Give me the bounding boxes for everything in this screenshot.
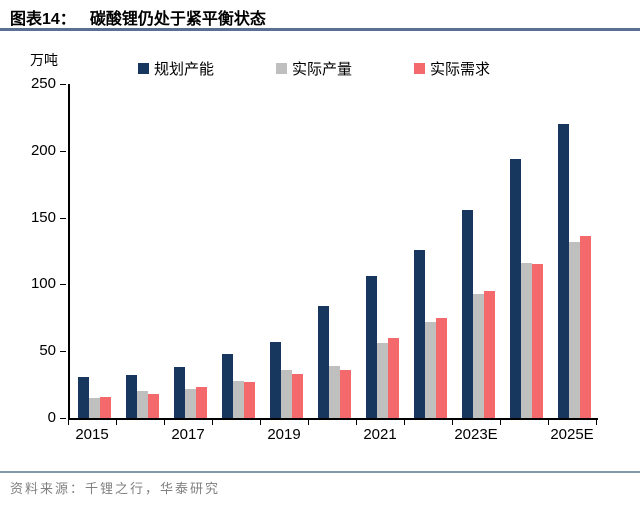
x-axis-tick-mark	[164, 419, 165, 425]
bar-实际需求-2017	[195, 387, 207, 418]
bar-group-2018	[214, 84, 262, 418]
bar-实际产量-2024E	[520, 263, 532, 418]
bar-规划产能-2020	[317, 305, 329, 418]
x-axis-tick-mark	[356, 419, 357, 425]
y-axis-tick-label: 100	[30, 275, 56, 293]
bar-实际需求-2018	[243, 381, 255, 418]
legend-item-actual-production: 实际产量	[276, 58, 352, 79]
bar-group-2021	[358, 84, 406, 418]
bar-实际产量-2016	[136, 391, 148, 418]
x-axis-tick-mark	[308, 419, 309, 425]
x-axis-tick-mark	[500, 419, 501, 425]
source-note: 资料来源：千锂之行，华泰研究	[10, 481, 221, 496]
bar-实际需求-2023E	[483, 291, 495, 418]
legend-label: 规划产能	[154, 62, 215, 78]
bar-规划产能-2017	[173, 367, 185, 418]
bar-group-2019	[262, 84, 310, 418]
legend-label: 实际需求	[430, 62, 491, 78]
bar-规划产能-2018	[221, 353, 233, 418]
x-axis-tick-label: 2015	[75, 426, 109, 443]
bar-实际产量-2025E	[568, 241, 580, 418]
bar-实际产量-2023E	[472, 293, 484, 418]
bar-group-2016	[118, 84, 166, 418]
y-axis-tick-label: 0	[47, 409, 56, 426]
bar-规划产能-2023E	[461, 209, 473, 418]
bar-实际需求-2022	[435, 317, 447, 418]
title-divider	[0, 28, 640, 31]
chart-legend: 规划产能 实际产量 实际需求	[138, 58, 490, 79]
bar-实际需求-2020	[339, 369, 351, 418]
bar-实际产量-2017	[184, 388, 196, 418]
plot-area	[68, 84, 598, 420]
x-axis-tick-label: 2023E	[454, 426, 498, 443]
bar-group-2017	[166, 84, 214, 418]
bar-group-2023E	[454, 84, 502, 418]
x-axis-tick-label: 2019	[267, 426, 301, 443]
bar-实际产量-2015	[88, 397, 100, 418]
bar-实际产量-2020	[328, 365, 340, 418]
bar-实际需求-2016	[147, 393, 159, 418]
bar-规划产能-2021	[365, 276, 377, 418]
x-axis-tick-mark	[548, 419, 549, 425]
x-axis-tick-mark	[596, 419, 597, 425]
figure-number: 图表14：	[10, 11, 76, 28]
y-axis-tick-label: 50	[39, 342, 56, 360]
y-axis-tick-mark	[60, 351, 66, 353]
bar-group-2020	[310, 84, 358, 418]
bar-group-2025E	[550, 84, 598, 418]
x-axis-tick-mark	[68, 419, 69, 425]
x-axis-tick-mark	[452, 419, 453, 425]
bar-group-2024E	[502, 84, 550, 418]
bar-groups	[70, 84, 598, 418]
bar-实际产量-2018	[232, 380, 244, 418]
bar-实际产量-2019	[280, 369, 292, 418]
legend-swatch-planned-capacity	[138, 63, 149, 74]
y-axis-tick-label: 150	[30, 208, 56, 226]
x-axis-tick-mark	[260, 419, 261, 425]
legend-item-actual-demand: 实际需求	[414, 58, 490, 79]
footer-divider	[0, 471, 640, 473]
legend-swatch-actual-production	[276, 63, 288, 74]
x-axis-tick-label: 2021	[363, 426, 397, 443]
bar-group-2015	[70, 84, 118, 418]
y-axis-unit-label: 万吨	[30, 54, 58, 69]
chart-title-text: 碳酸锂仍处于紧平衡状态	[89, 11, 266, 28]
y-axis-tick-mark	[60, 150, 66, 152]
legend-swatch-actual-demand	[414, 63, 426, 74]
x-axis-tick-label: 2017	[171, 426, 205, 443]
legend-item-planned-capacity: 规划产能	[138, 58, 214, 79]
bar-实际需求-2025E	[579, 236, 591, 418]
bar-规划产能-2024E	[509, 158, 521, 418]
chart-title: 图表14： 碳酸锂仍处于紧平衡状态	[10, 5, 630, 29]
y-axis-tick-mark	[60, 284, 66, 286]
bar-group-2022	[406, 84, 454, 418]
y-axis-tick-mark	[60, 84, 66, 85]
y-axis-tick-label: 250	[30, 75, 56, 92]
bar-规划产能-2015	[77, 376, 89, 418]
bar-实际需求-2024E	[531, 264, 543, 418]
bar-实际产量-2022	[424, 321, 436, 418]
y-axis-tick-mark	[60, 418, 66, 419]
bar-实际产量-2021	[376, 343, 388, 418]
bar-规划产能-2019	[269, 341, 281, 418]
x-axis-tick-mark	[116, 419, 117, 425]
bar-规划产能-2022	[413, 249, 425, 418]
x-axis-tick-mark	[212, 419, 213, 425]
bar-规划产能-2016	[125, 375, 137, 418]
y-axis-tick-mark	[60, 217, 66, 219]
bar-实际需求-2021	[387, 337, 399, 418]
bar-实际需求-2019	[291, 373, 303, 418]
legend-label: 实际产量	[292, 62, 353, 78]
bar-规划产能-2025E	[557, 124, 569, 418]
bar-实际需求-2015	[99, 396, 111, 418]
x-axis-tick-mark	[404, 419, 405, 425]
x-axis-tick-label: 2025E	[550, 426, 594, 443]
y-axis-tick-label: 200	[30, 141, 56, 159]
